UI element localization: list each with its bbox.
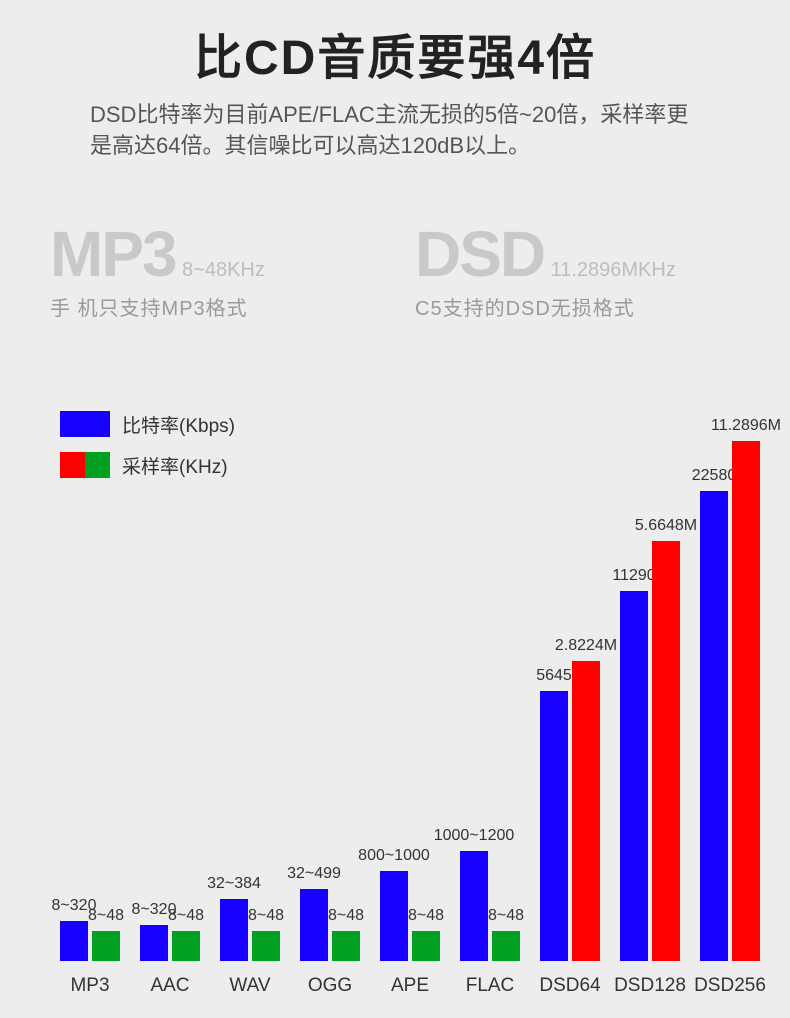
- bar-bitrate-value: 32~499: [269, 865, 359, 883]
- bar-samplerate: 11.2896M: [732, 441, 760, 961]
- bar-samplerate-value: 8~48: [301, 907, 391, 925]
- bar-samplerate-value: 5.6648M: [621, 517, 711, 535]
- x-label-ape: APE: [391, 975, 429, 997]
- bar-bitrate: 5645: [540, 691, 568, 961]
- bar-samplerate: 8~48: [252, 931, 280, 961]
- page-subtitle: DSD比特率为目前APE/FLAC主流无损的5倍~20倍，采样率更是高达64倍。…: [90, 100, 700, 162]
- format-mp3-freq: 8~48KHz: [182, 259, 265, 281]
- chart-x-axis: MP3AACWAVOGGAPEFLACDSD64DSD128DSD256: [30, 967, 760, 1001]
- x-label-dsd128: DSD128: [614, 975, 686, 997]
- format-mp3-name: MP3: [50, 218, 176, 290]
- x-label-aac: AAC: [150, 975, 189, 997]
- bar-bitrate: 8~320: [140, 925, 168, 961]
- x-label-dsd64: DSD64: [539, 975, 600, 997]
- bar-samplerate: 8~48: [92, 931, 120, 961]
- x-label-wav: WAV: [229, 975, 270, 997]
- bar-bitrate: 8~320: [60, 921, 88, 961]
- bar-samplerate-value: 2.8224M: [541, 637, 631, 655]
- bar-bitrate: 11290: [620, 591, 648, 961]
- bar-bitrate-value: 800~1000: [349, 847, 439, 865]
- x-label-dsd256: DSD256: [694, 975, 766, 997]
- bar-samplerate-value: 8~48: [381, 907, 471, 925]
- bar-samplerate: 8~48: [332, 931, 360, 961]
- bar-samplerate: 8~48: [492, 931, 520, 961]
- bar-samplerate-value: 8~48: [461, 907, 551, 925]
- format-dsd-desc: C5支持的DSD无损格式: [415, 292, 740, 321]
- page-title: 比CD音质要强4倍: [30, 18, 760, 88]
- bar-bitrate: 1000~1200: [460, 851, 488, 961]
- bar-samplerate: 2.8224M: [572, 661, 600, 961]
- bar-samplerate: 8~48: [172, 931, 200, 961]
- format-dsd-freq: 11.2896MKHz: [551, 259, 676, 281]
- x-label-flac: FLAC: [466, 975, 515, 997]
- x-label-mp3: MP3: [70, 975, 109, 997]
- format-comparison: MP3 8~48KHz 手 机只支持MP3格式 DSD 11.2896MKHz …: [30, 222, 760, 321]
- bar-samplerate: 8~48: [412, 931, 440, 961]
- format-mp3-block: MP3 8~48KHz 手 机只支持MP3格式: [50, 222, 375, 321]
- bar-samplerate: 5.6648M: [652, 541, 680, 961]
- format-mp3-desc: 手 机只支持MP3格式: [50, 292, 375, 321]
- format-dsd-block: DSD 11.2896MKHz C5支持的DSD无损格式: [415, 222, 740, 321]
- bar-bitrate-value: 1000~1200: [429, 827, 519, 845]
- bar-samplerate-value: 8~48: [221, 907, 311, 925]
- format-dsd-name: DSD: [415, 218, 544, 290]
- chart-plot-area: 8~3208~488~3208~4832~3848~4832~4998~4880…: [30, 421, 760, 961]
- bar-bitrate-value: 32~384: [189, 875, 279, 893]
- bar-bitrate: 32~499: [300, 889, 328, 961]
- bar-bitrate: 22580: [700, 491, 728, 961]
- x-label-ogg: OGG: [308, 975, 352, 997]
- bar-samplerate-value: 11.2896M: [701, 417, 790, 435]
- bar-samplerate-value: 8~48: [141, 907, 231, 925]
- bar-chart: 比特率(Kbps) 采样率(KHz) 8~3208~488~3208~4832~…: [30, 381, 760, 1001]
